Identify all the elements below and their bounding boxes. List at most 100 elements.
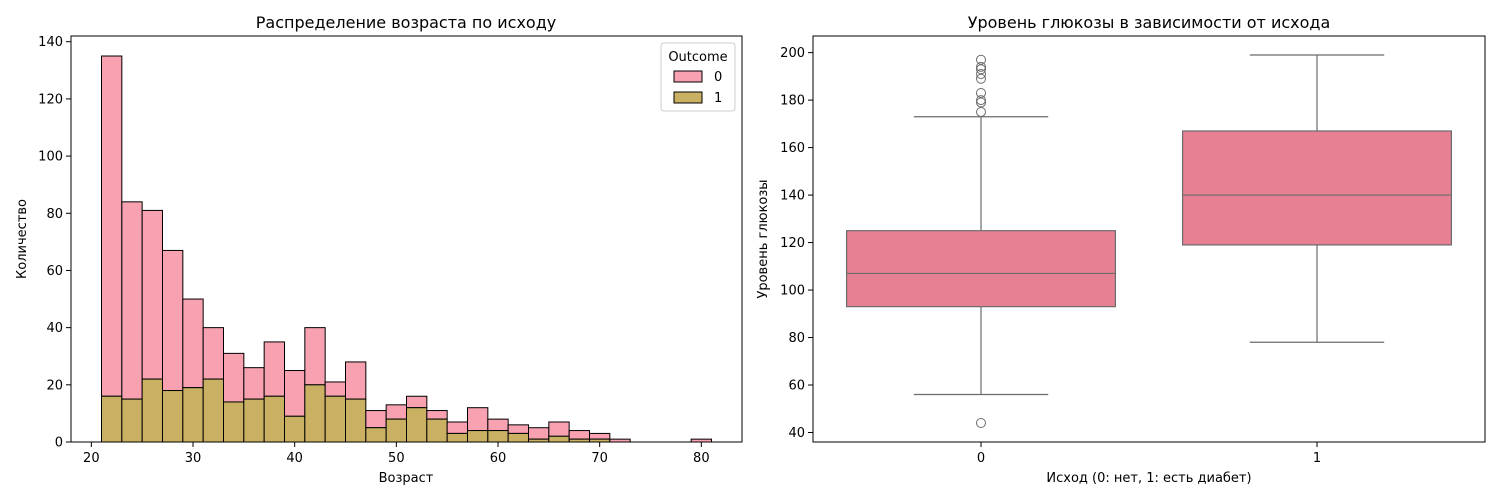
legend-label-1: 1 [714,91,722,106]
bar-outcome-1-bin-0 [101,395,123,443]
y-tick-label: 60 [46,264,63,279]
x-tick-label: 0 [977,451,985,466]
bar-outcome-0-bin-19 [487,418,509,432]
bar-outcome-0-bin-7 [243,367,265,400]
bar-outcome-0-bin-10 [304,327,326,386]
boxplot-y-label: Уровень глюкозы [756,179,771,298]
y-tick-label: 100 [38,150,63,165]
bar-outcome-0-bin-8 [263,341,285,397]
outlier-point [976,68,986,79]
outlier-point [976,106,986,117]
bar-outcome-1-bin-20 [507,432,529,443]
bar-outcome-0-bin-1 [121,201,143,400]
outlier-point [976,95,986,106]
bar-outcome-1-bin-11 [324,395,346,443]
bar-outcome-1-bin-18 [467,430,489,443]
outlier-point [976,418,986,429]
outlier-point [976,61,986,72]
bar-outcome-1-bin-8 [263,395,285,443]
bar-outcome-0-bin-20 [507,424,529,434]
boxplot-boxes [845,54,1452,429]
x-tick-label: 20 [83,451,100,466]
bar-outcome-1-bin-2 [141,378,164,443]
bar-outcome-1-bin-6 [223,401,245,443]
bar-outcome-1-bin-3 [162,390,184,443]
boxplot-chart: Уровень глюкозы в зависимости от исхода … [756,13,1486,486]
bar-outcome-1-bin-13 [365,427,387,443]
box-iqr [1181,130,1452,246]
histogram-title: Распределение возраста по исходу [256,13,557,32]
box-outcome-0 [845,54,1116,429]
y-tick-label: 160 [780,141,805,156]
y-tick-label: 60 [788,379,805,394]
bar-outcome-0-bin-5 [202,327,225,380]
outlier-point [976,54,986,65]
bar-outcome-0-bin-18 [467,407,489,432]
x-tick-label: 1 [1313,451,1321,466]
boxplot-x-label: Исход (0: нет, 1: есть диабет) [1046,471,1251,486]
bar-outcome-0-bin-2 [141,209,164,380]
bar-outcome-0-bin-14 [385,404,407,420]
y-tick-label: 0 [55,436,63,451]
x-tick-label: 60 [490,451,507,466]
box-outcome-1 [1181,54,1452,343]
histogram-chart: Распределение возраста по исходу 20 30 40 5… [15,13,743,486]
bar-outcome-0-bin-16 [426,410,448,420]
histogram-y-ticks: 0 20 40 60 80 100 120 140 [38,35,71,451]
bar-outcome-1-bin-7 [243,398,265,443]
bar-outcome-0-bin-6 [223,352,245,403]
bar-outcome-0-bin-23 [568,430,591,440]
bar-outcome-1-bin-15 [406,407,428,443]
y-tick-label: 120 [780,236,805,251]
bar-outcome-1-bin-19 [487,430,509,443]
bar-outcome-0-bin-4 [182,298,204,389]
y-tick-label: 20 [46,378,63,393]
y-tick-label: 80 [46,207,63,222]
y-tick-label: 180 [780,94,805,109]
outlier-point [976,97,986,108]
bar-outcome-1-bin-12 [345,398,367,443]
bar-outcome-0-bin-22 [548,421,570,437]
bar-outcome-1-bin-16 [426,418,448,443]
histogram-x-ticks: 20 30 40 50 60 70 80 [83,442,710,466]
boxplot-y-ticks: 40 60 80 100 120 140 160 180 200 [780,46,813,441]
histogram-x-label: Возраст [379,471,434,486]
bar-outcome-0-bin-3 [162,249,184,392]
histogram-legend: Outcome 0 1 [660,42,736,112]
boxplot-title: Уровень глюкозы в зависимости от исхода [968,13,1331,32]
bar-outcome-1-bin-22 [548,435,570,443]
histogram-bars [101,55,713,443]
outlier-point [976,87,986,98]
legend-label-0: 0 [714,70,722,85]
x-tick-label: 50 [388,451,405,466]
legend-swatch-1 [673,91,703,104]
histogram-axes-frame [70,35,743,443]
bar-outcome-1-bin-10 [304,384,326,443]
bar-outcome-1-bin-5 [202,378,225,443]
bar-outcome-0-bin-13 [365,410,387,429]
bar-outcome-1-bin-4 [182,387,204,443]
boxplot-axes-frame [812,35,1486,443]
y-tick-label: 120 [38,92,63,107]
bar-outcome-0-bin-21 [528,427,550,440]
y-tick-label: 200 [780,46,805,61]
x-tick-label: 40 [286,451,303,466]
y-tick-label: 140 [780,189,805,204]
legend-swatch-0 [673,70,703,83]
y-tick-label: 80 [788,331,805,346]
bar-outcome-1-bin-1 [121,398,143,443]
x-tick-label: 30 [185,451,202,466]
x-tick-label: 80 [693,451,710,466]
legend-title: Outcome [668,50,727,65]
bar-outcome-1-bin-9 [284,415,306,443]
bar-outcome-0-bin-9 [284,370,306,417]
bar-outcome-1-bin-14 [385,418,407,443]
x-tick-label: 70 [591,451,608,466]
y-tick-label: 100 [780,284,805,299]
y-tick-label: 140 [38,35,63,50]
bar-outcome-0-bin-17 [446,421,468,434]
y-tick-label: 40 [788,426,805,441]
histogram-y-label: Количество [15,199,30,279]
